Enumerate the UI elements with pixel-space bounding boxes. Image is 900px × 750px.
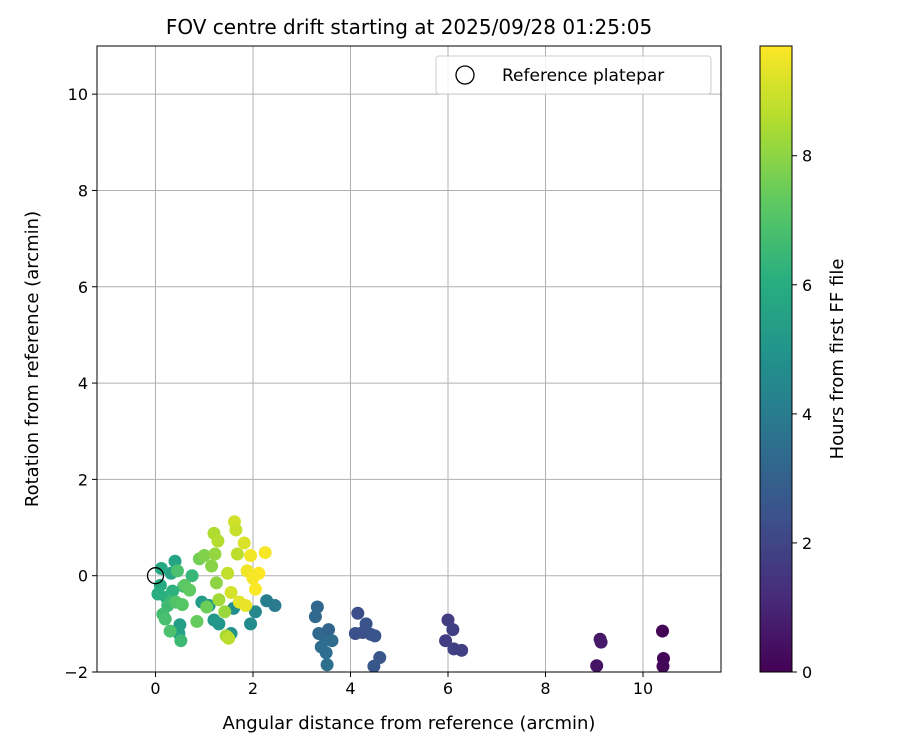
data-point [246,571,260,585]
legend-marker [455,65,475,85]
data-point [224,586,238,600]
data-point [325,634,339,648]
data-point [212,593,226,607]
data-point [248,582,262,596]
data-point [229,523,243,537]
data-point [170,564,184,578]
data-point [200,600,214,614]
data-point [158,612,172,626]
data-point [441,613,455,627]
x-tick-label: 4 [345,679,355,698]
y-tick-label: 8 [78,181,88,200]
x-ticks: 0 2 4 6 8 10 [150,672,653,698]
data-point [308,610,322,624]
legend: Reference platepar [435,55,712,95]
data-point [208,547,222,561]
data-point [439,634,453,648]
colorbar-tick-label: 0 [802,663,812,682]
data-point [154,561,168,575]
data-point [455,643,469,657]
data-point [197,548,211,562]
y-tick-label: 2 [78,470,88,489]
y-tick-label: 6 [78,278,88,297]
y-tick-label: 10 [68,85,88,104]
data-point [239,599,253,613]
data-point [244,617,258,631]
data-point [248,605,262,619]
data-point [166,584,180,598]
data-point [368,629,382,643]
legend-box [435,55,712,95]
data-point [244,548,258,562]
colorbar-tick-label: 6 [802,276,812,295]
data-point [237,536,251,550]
data-point [594,635,608,649]
data-point [185,569,199,583]
x-tick-label: 10 [633,679,653,698]
data-point [218,605,232,619]
chart-title: FOV centre drift starting at 2025/09/28 … [166,15,652,39]
data-point [211,534,225,548]
data-point [590,659,604,672]
y-axis-label: Rotation from reference (arcmin) [22,211,43,507]
data-point [207,613,221,627]
plot-frame [96,45,722,673]
data-point [320,658,334,672]
data-point [310,600,324,614]
data-point [258,546,272,560]
data-point [163,624,177,638]
data-point [222,631,236,645]
colorbar-tick-label: 8 [802,147,812,166]
y-ticks: −2 0 2 4 6 8 10 [64,85,97,682]
x-tick-label: 8 [540,679,550,698]
data-point [268,599,282,613]
colorbar-label: Hours from first FF file [827,259,848,460]
data-point [367,659,381,672]
data-point [359,617,373,631]
x-tick-label: 6 [443,679,453,698]
data-point [351,606,365,620]
data-point [230,547,244,561]
data-point [190,614,204,628]
data-point [174,634,188,648]
data-point [656,624,669,638]
data-point [319,646,333,660]
y-tick-label: 4 [78,374,88,393]
reference-marker [146,567,165,585]
x-axis-label: Angular distance from reference (arcmin) [223,713,596,734]
colorbar-ticks: 0 2 4 6 8 [792,147,812,682]
y-tick-label: −2 [64,663,88,682]
y-tick-label: 0 [78,567,88,586]
data-point [322,623,336,637]
colorbar-tick-label: 4 [802,405,812,424]
legend-label: Reference platepar [502,66,664,86]
x-tick-label: 2 [248,679,258,698]
data-point [209,576,223,590]
data-points [151,515,670,672]
data-point [656,659,670,672]
colorbar [759,45,793,673]
data-point [446,623,460,637]
x-tick-label: 0 [150,679,160,698]
data-point [205,559,219,573]
data-point [183,583,197,597]
colorbar-tick-label: 2 [802,534,812,553]
data-point [175,598,189,612]
data-point [221,566,235,580]
